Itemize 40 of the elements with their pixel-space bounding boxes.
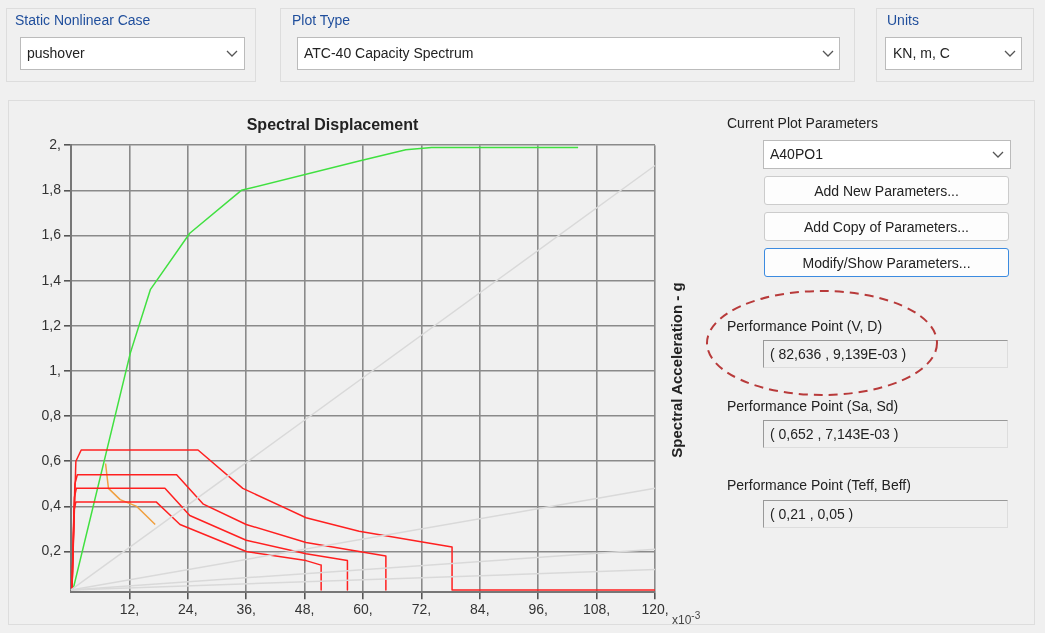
y-tick-label: 0,2 (41, 542, 62, 559)
y-tick-label: 1,6 (41, 226, 62, 243)
text: A40PO1 (770, 146, 823, 162)
text: ( 0,652 , 7,143E-03 ) (763, 420, 1008, 448)
text: x10$^{-3}$ (672, 610, 701, 627)
x-tick-label: 36, (236, 601, 256, 618)
text: ATC-40 Capacity Spectrum (304, 45, 474, 61)
x-tick-label: 108, (582, 601, 611, 618)
y-tick-label: 0,6 (41, 452, 62, 469)
y-tick-label: 0,4 (41, 497, 62, 514)
text: KN, m, C (893, 45, 950, 61)
text: Add Copy of Parameters... (764, 212, 1009, 241)
text: Current Plot Parameters (727, 115, 878, 131)
y-tick-label: 0,8 (41, 406, 62, 423)
x-tick-label: 48, (294, 601, 315, 618)
x-tick-label: 60, (353, 601, 373, 618)
text: ( 0,21 , 0,05 ) (763, 500, 1008, 528)
x-axis-title: Spectral Displacement (246, 116, 419, 134)
y-tick-label: 1,2 (41, 316, 62, 333)
text: Plot Type (292, 12, 351, 28)
text: pushover (27, 45, 85, 61)
text: Performance Point (V, D) (727, 318, 883, 334)
x-tick-label: 96, (528, 601, 548, 618)
text: Static Nonlinear Case (15, 12, 151, 28)
text: Performance Point (Sa, Sd) (727, 398, 899, 414)
y-tick-label: 2, (49, 136, 61, 153)
x-tick-label: 84, (470, 601, 490, 618)
y-axis-title: Spectral Acceleration - g (667, 282, 685, 458)
x-tick-label: 120, (641, 601, 669, 618)
text: ( 82,636 , 9,139E-03 ) (763, 340, 1008, 368)
y-tick-label: 1,4 (41, 271, 62, 288)
text: Units (887, 12, 919, 28)
x-tick-label: 72, (411, 601, 432, 618)
text: Performance Point (Teff, Beff) (727, 477, 911, 493)
y-tick-label: 1,8 (41, 181, 62, 198)
x-tick-label: 24, (178, 601, 198, 618)
y-tick-label: 1, (49, 361, 61, 378)
text: Modify/Show Parameters... (764, 248, 1009, 277)
text: Add New Parameters... (764, 176, 1009, 205)
x-tick-label: 12, (119, 601, 140, 618)
